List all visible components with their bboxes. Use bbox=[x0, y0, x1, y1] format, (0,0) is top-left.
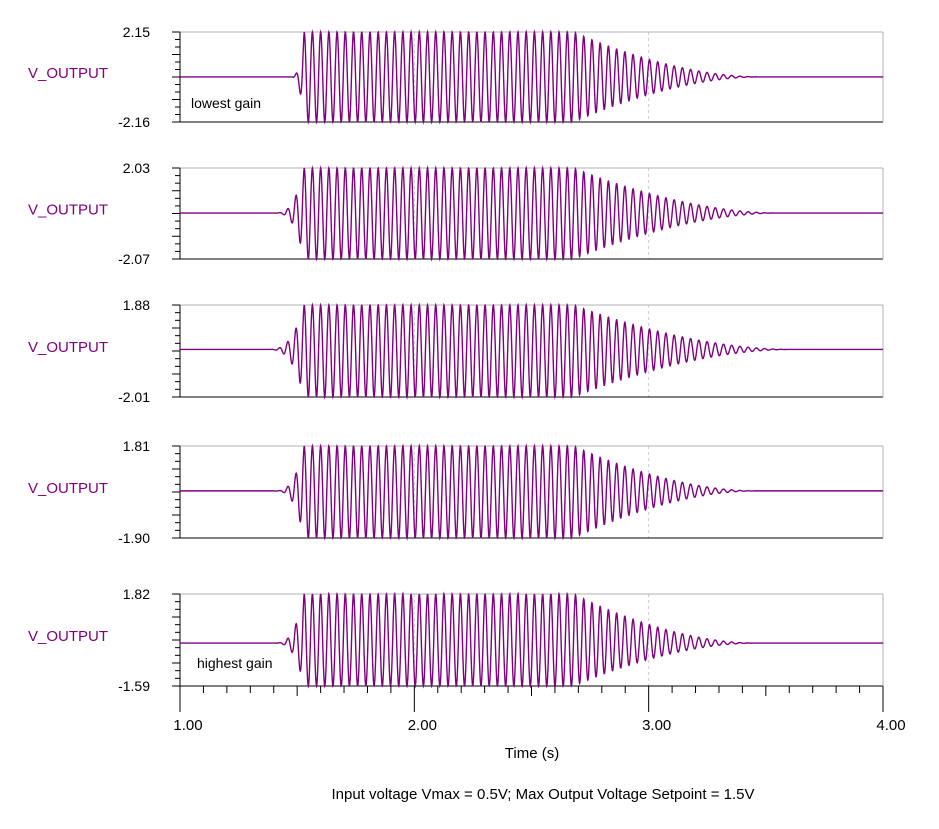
y-max-label: 1.82 bbox=[123, 586, 150, 602]
waveform-line-5 bbox=[180, 591, 883, 689]
x-tick-label: 4.00 bbox=[876, 717, 905, 734]
y-max-label: 2.15 bbox=[123, 24, 150, 40]
y-min-label: -1.59 bbox=[118, 678, 150, 694]
y-max-label: 1.81 bbox=[123, 438, 150, 454]
x-axis-title: Time (s) bbox=[505, 745, 559, 762]
y-axis-label: V_OUTPUT bbox=[28, 339, 108, 356]
x-tick-label: 1.00 bbox=[173, 717, 202, 734]
x-tick-label: 3.00 bbox=[642, 717, 671, 734]
y-min-label: -2.16 bbox=[118, 114, 150, 130]
y-max-label: 1.88 bbox=[123, 297, 150, 313]
y-axis-label: V_OUTPUT bbox=[28, 65, 108, 82]
gain-annotation: highest gain bbox=[197, 655, 273, 671]
gain-annotation: lowest gain bbox=[191, 95, 261, 111]
y-max-label: 2.03 bbox=[123, 160, 150, 176]
y-min-label: -2.01 bbox=[118, 389, 150, 405]
waveform-line-2 bbox=[180, 165, 883, 262]
y-min-label: -2.07 bbox=[118, 251, 150, 267]
x-tick-label: 2.00 bbox=[408, 717, 437, 734]
waveform-line-4 bbox=[180, 443, 883, 541]
y-axis-label: V_OUTPUT bbox=[28, 202, 108, 219]
y-min-label: -1.90 bbox=[118, 530, 150, 546]
y-axis-label: V_OUTPUT bbox=[28, 628, 108, 645]
chart-caption: Input voltage Vmax = 0.5V; Max Output Vo… bbox=[331, 786, 754, 803]
y-axis-label: V_OUTPUT bbox=[28, 480, 108, 497]
waveform-line-1 bbox=[180, 29, 883, 125]
waveform-line-3 bbox=[180, 302, 883, 400]
